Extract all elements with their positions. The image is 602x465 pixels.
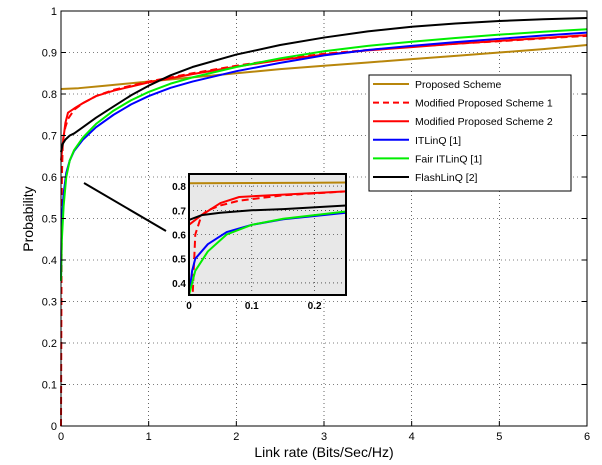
legend-box: [368, 74, 572, 192]
x-tick-label: 1: [146, 431, 152, 443]
y-tick-label: 0.7: [42, 131, 57, 143]
x-tick-label: 5: [496, 431, 502, 443]
y-tick-label: 0.5: [42, 214, 57, 226]
series-line-4: [60, 28, 588, 281]
inset-x-tick-label: 0: [186, 301, 192, 312]
x-tick-label: 3: [321, 431, 327, 443]
inset-x-tick-label: 0.1: [245, 301, 259, 312]
inset-ticks: 0 0.1 0.2 0.4 0.5 0.6 0.7 0.8: [172, 182, 322, 312]
y-tick-label: 0.3: [42, 297, 57, 309]
inset-series-line-5: [189, 204, 346, 221]
inset-y-tick-label: 0.5: [172, 255, 186, 266]
inset-frame: [188, 173, 347, 296]
x-tick-label: 0: [58, 431, 64, 443]
legend-label-2: Modified Proposed Scheme 2: [415, 116, 553, 128]
y-tick-label: 0: [51, 421, 57, 433]
inset-x-tick-label: 0.2: [308, 301, 322, 312]
series-line-2: [60, 34, 588, 161]
legend-label-1: Modified Proposed Scheme 1: [415, 98, 553, 110]
main-series-group: [60, 17, 588, 427]
legend-label-4: Fair ITLinQ [1]: [415, 153, 482, 165]
inset-y-tick-label: 0.4: [172, 279, 186, 290]
x-axis-label: Link rate (Bits/Sec/Hz): [254, 444, 393, 460]
inset-pointer-line: [83, 182, 167, 232]
y-tick-label: 0.1: [42, 380, 57, 392]
series-line-0: [60, 44, 588, 91]
y-tick-label: 1: [51, 6, 57, 18]
legend-label-0: Proposed Scheme: [415, 79, 502, 91]
inset-y-tick-label: 0.8: [172, 182, 186, 193]
y-tick-label: 0.6: [42, 172, 57, 184]
legend: Proposed Scheme Modified Proposed Scheme …: [368, 74, 572, 192]
inset-series-line-4: [189, 210, 346, 295]
x-tick-label: 2: [233, 431, 239, 443]
inset-series-group: [189, 181, 346, 295]
legend-label-3: ITLinQ [1]: [415, 135, 461, 147]
legend-label-5: FlashLinQ [2]: [415, 172, 478, 184]
inset-background: [189, 174, 346, 295]
y-tick-label: 0.2: [42, 338, 57, 350]
y-axis-label: Probability: [20, 186, 36, 251]
x-tick-label: 6: [584, 431, 590, 443]
inset-zoom-plot: 0 0.1 0.2 0.4 0.5 0.6 0.7 0.8: [172, 173, 347, 312]
y-tick-label: 0.4: [42, 255, 57, 267]
y-tick-label: 0.9: [42, 48, 57, 60]
legend-items: Proposed Scheme Modified Proposed Scheme …: [373, 79, 553, 184]
inset-y-tick-label: 0.6: [172, 231, 186, 242]
series-line-5: [60, 17, 588, 153]
inset-series-line-0: [189, 181, 346, 185]
y-tick-label: 0.8: [42, 89, 57, 101]
main-ticks: 0 1 2 3 4 5 6 0 0.1 0.2 0.3 0.4 0.5 0.6 0.7 0.8 0.9 1: [42, 6, 590, 443]
inset-y-tick-label: 0.7: [172, 206, 186, 217]
x-tick-label: 4: [409, 431, 415, 443]
